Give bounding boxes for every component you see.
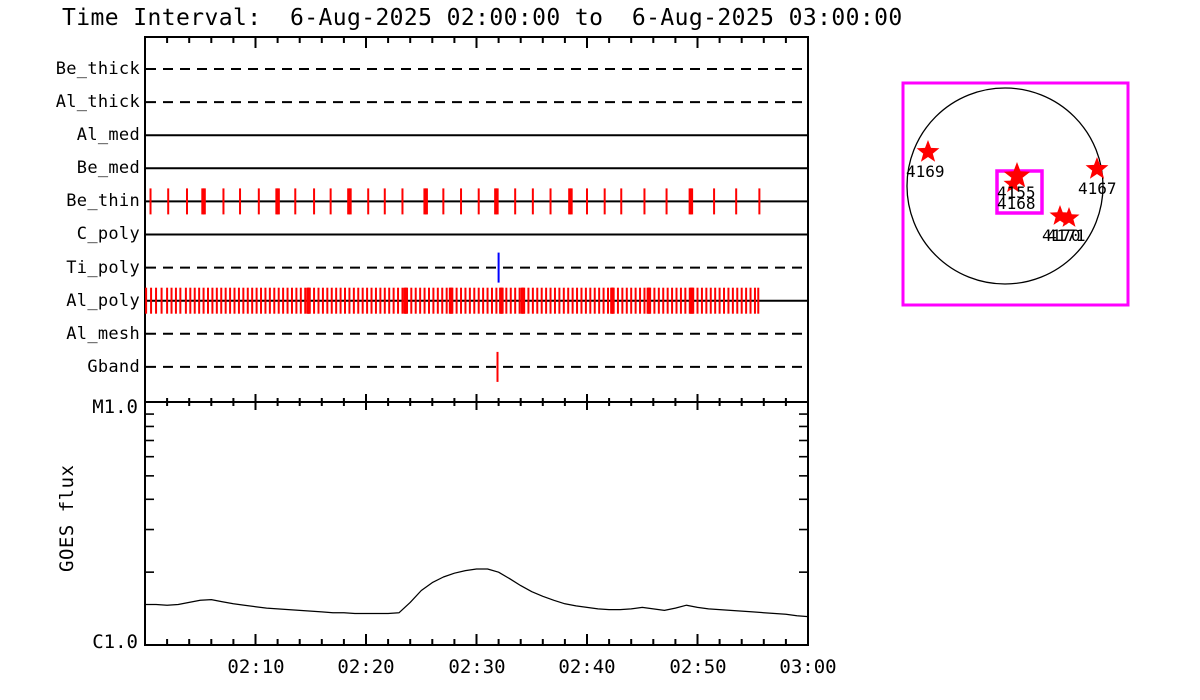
row-label-al_poly: Al_poly bbox=[66, 291, 140, 311]
map-outer-box bbox=[901, 81, 1130, 307]
goes-ylabel: GOES flux bbox=[56, 464, 78, 572]
goes-ytick-bottom: C1.0 bbox=[92, 631, 138, 653]
solar-limb-circle bbox=[906, 87, 1104, 285]
region-label-4169: 4169 bbox=[906, 162, 945, 181]
region-label-4170: 4170 bbox=[1042, 226, 1081, 245]
xtick-0300: 03:00 bbox=[779, 656, 837, 678]
region-label-4171: 4171 bbox=[1047, 226, 1086, 245]
goes-ytick-top: M1.0 bbox=[92, 396, 138, 418]
xtick-0250: 02:50 bbox=[669, 656, 727, 678]
xtick-0240: 02:40 bbox=[558, 656, 616, 678]
row-label-be_thick: Be_thick bbox=[55, 59, 140, 79]
region-star-4167 bbox=[1085, 157, 1109, 179]
row-label-gband: Gband bbox=[87, 357, 140, 377]
xtick-0220: 02:20 bbox=[337, 656, 395, 678]
row-label-be_med: Be_med bbox=[76, 158, 140, 178]
region-label-4168: 4168 bbox=[997, 194, 1036, 213]
row-label-be_thin: Be_thin bbox=[66, 191, 140, 211]
row-label-al_mesh: Al_mesh bbox=[66, 324, 140, 344]
goes-flux-curve bbox=[145, 568, 809, 618]
region-label-4155: 4155 bbox=[997, 183, 1036, 202]
row-label-c_poly: C_poly bbox=[76, 224, 140, 244]
region-star-4171 bbox=[1058, 207, 1080, 227]
region-label-4167: 4167 bbox=[1078, 179, 1117, 198]
row-label-ti_poly: Ti_poly bbox=[66, 258, 140, 278]
row-label-al_thick: Al_thick bbox=[55, 92, 140, 112]
figure-title: Time Interval: 6-Aug-2025 02:00:00 to 6-… bbox=[62, 5, 903, 31]
row-label-al_med: Al_med bbox=[76, 125, 140, 145]
region-star-4168 bbox=[1003, 174, 1023, 193]
xtick-0230: 02:30 bbox=[448, 656, 506, 678]
region-star-4169 bbox=[916, 140, 940, 162]
region-star-4155 bbox=[1003, 162, 1031, 188]
xtick-0210: 02:10 bbox=[227, 656, 285, 678]
